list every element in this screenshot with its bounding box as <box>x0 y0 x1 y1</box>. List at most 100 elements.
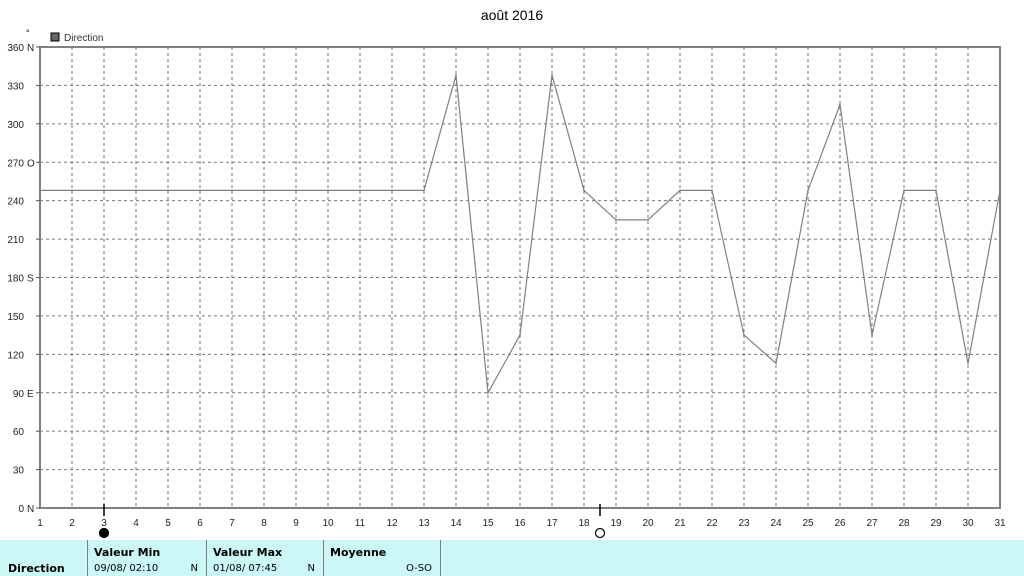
x-tick-label: 5 <box>165 518 171 529</box>
y-tick-label: 180 <box>7 274 24 285</box>
moon-phases <box>98 504 606 539</box>
x-tick-label: 28 <box>898 518 910 529</box>
legend-label: Direction <box>64 33 103 44</box>
stats-min-header: Valeur Min <box>94 546 161 559</box>
y-tick-label: 360 <box>7 43 24 54</box>
y-direction-label: N <box>27 504 34 515</box>
data-point <box>903 189 905 192</box>
data-point <box>615 218 617 221</box>
stats-max-date: 01/08/ 07:45 <box>213 563 278 574</box>
x-axis: 1 2 3 4 5 6 7 8 9 10 11 12 13 14 15 16 17 18 19 20 21 22 23 24 2… <box>37 518 1006 529</box>
x-tick-label: 29 <box>930 518 942 529</box>
data-point <box>135 189 137 192</box>
x-tick-label: 18 <box>578 518 590 529</box>
data-point <box>391 189 393 192</box>
data-point <box>71 189 73 192</box>
x-tick-label: 24 <box>770 518 782 529</box>
x-tick-label: 6 <box>197 518 203 529</box>
y-tick-label: 90 <box>13 389 25 400</box>
data-point <box>935 189 937 192</box>
x-tick-label: 25 <box>802 518 814 529</box>
stats-row-label-cell: Direction <box>0 540 88 576</box>
full-moon-icon <box>594 527 606 539</box>
y-direction-label: N <box>27 43 34 54</box>
y-tick-label: 270 <box>7 158 24 169</box>
stats-min-cell: Valeur Min 09/08/ 02:10 N <box>88 540 207 576</box>
y-direction-label: O <box>27 158 35 169</box>
data-point <box>423 189 425 192</box>
x-tick-label: 2 <box>69 518 75 529</box>
data-point <box>711 189 713 192</box>
x-tick-label: 3 <box>101 518 107 529</box>
unit-marker: ° <box>26 28 30 38</box>
y-tick-label: 0 <box>18 504 24 515</box>
x-tick-label: 27 <box>866 518 878 529</box>
data-point <box>679 189 681 192</box>
x-tick-label: 4 <box>133 518 139 529</box>
stats-max-header: Valeur Max <box>213 546 283 559</box>
data-point <box>871 334 873 337</box>
x-tick-label: 10 <box>322 518 334 529</box>
data-point <box>455 74 457 77</box>
x-tick-label: 26 <box>834 518 846 529</box>
data-point <box>839 103 841 106</box>
y-direction-label: S <box>27 274 34 285</box>
stats-avg-value: O-SO <box>406 563 432 574</box>
data-point <box>519 334 521 337</box>
data-point <box>743 334 745 337</box>
data-point <box>551 74 553 77</box>
x-tick-label: 15 <box>482 518 494 529</box>
x-tick-label: 1 <box>37 518 43 529</box>
series-direction <box>39 74 1001 395</box>
data-point <box>103 189 105 192</box>
data-point <box>487 391 489 394</box>
stats-table: Direction Valeur Min 09/08/ 02:10 N Vale… <box>0 540 1024 576</box>
x-tick-label: 14 <box>450 518 462 529</box>
data-point <box>583 189 585 192</box>
legend: Direction <box>50 32 103 44</box>
x-tick-label: 17 <box>546 518 558 529</box>
data-point <box>967 362 969 365</box>
grid <box>40 47 1000 508</box>
data-point <box>263 189 265 192</box>
y-tick-label: 210 <box>7 235 24 246</box>
y-tick-label: 330 <box>7 81 24 92</box>
x-tick-label: 30 <box>962 518 974 529</box>
y-tick-label: 240 <box>7 197 24 208</box>
y-tick-label: 60 <box>13 427 25 438</box>
stats-max-cell: Valeur Max 01/08/ 07:45 N <box>207 540 324 576</box>
stats-min-value: N <box>190 563 198 574</box>
x-tick-label: 23 <box>738 518 750 529</box>
x-tick-label: 19 <box>610 518 622 529</box>
x-tick-label: 9 <box>293 518 299 529</box>
x-tick-label: 31 <box>994 518 1006 529</box>
data-point <box>199 189 201 192</box>
data-point <box>327 189 329 192</box>
data-point <box>359 189 361 192</box>
chart-title: août 2016 <box>481 7 543 23</box>
data-point <box>647 218 649 221</box>
x-tick-label: 7 <box>229 518 235 529</box>
x-tick-label: 11 <box>355 518 366 529</box>
x-tick-label: 20 <box>642 518 654 529</box>
x-tick-label: 8 <box>261 518 267 529</box>
y-direction-label: E <box>27 389 34 400</box>
x-tick-label: 22 <box>706 518 718 529</box>
y-tick-label: 300 <box>7 120 24 131</box>
stats-min-date: 09/08/ 02:10 <box>94 563 159 574</box>
new-moon-icon <box>98 527 110 539</box>
x-tick-label: 12 <box>386 518 398 529</box>
data-point <box>999 189 1001 192</box>
data-point <box>167 189 169 192</box>
stats-avg-header: Moyenne <box>330 546 387 559</box>
x-tick-label: 16 <box>514 518 526 529</box>
data-point <box>807 189 809 192</box>
data-point <box>775 362 777 365</box>
stats-row-label: Direction <box>8 562 65 575</box>
stats-avg-cell: Moyenne O-SO <box>324 540 441 576</box>
x-tick-label: 21 <box>674 518 686 529</box>
stats-max-value: N <box>307 563 315 574</box>
legend-swatch <box>50 32 60 42</box>
